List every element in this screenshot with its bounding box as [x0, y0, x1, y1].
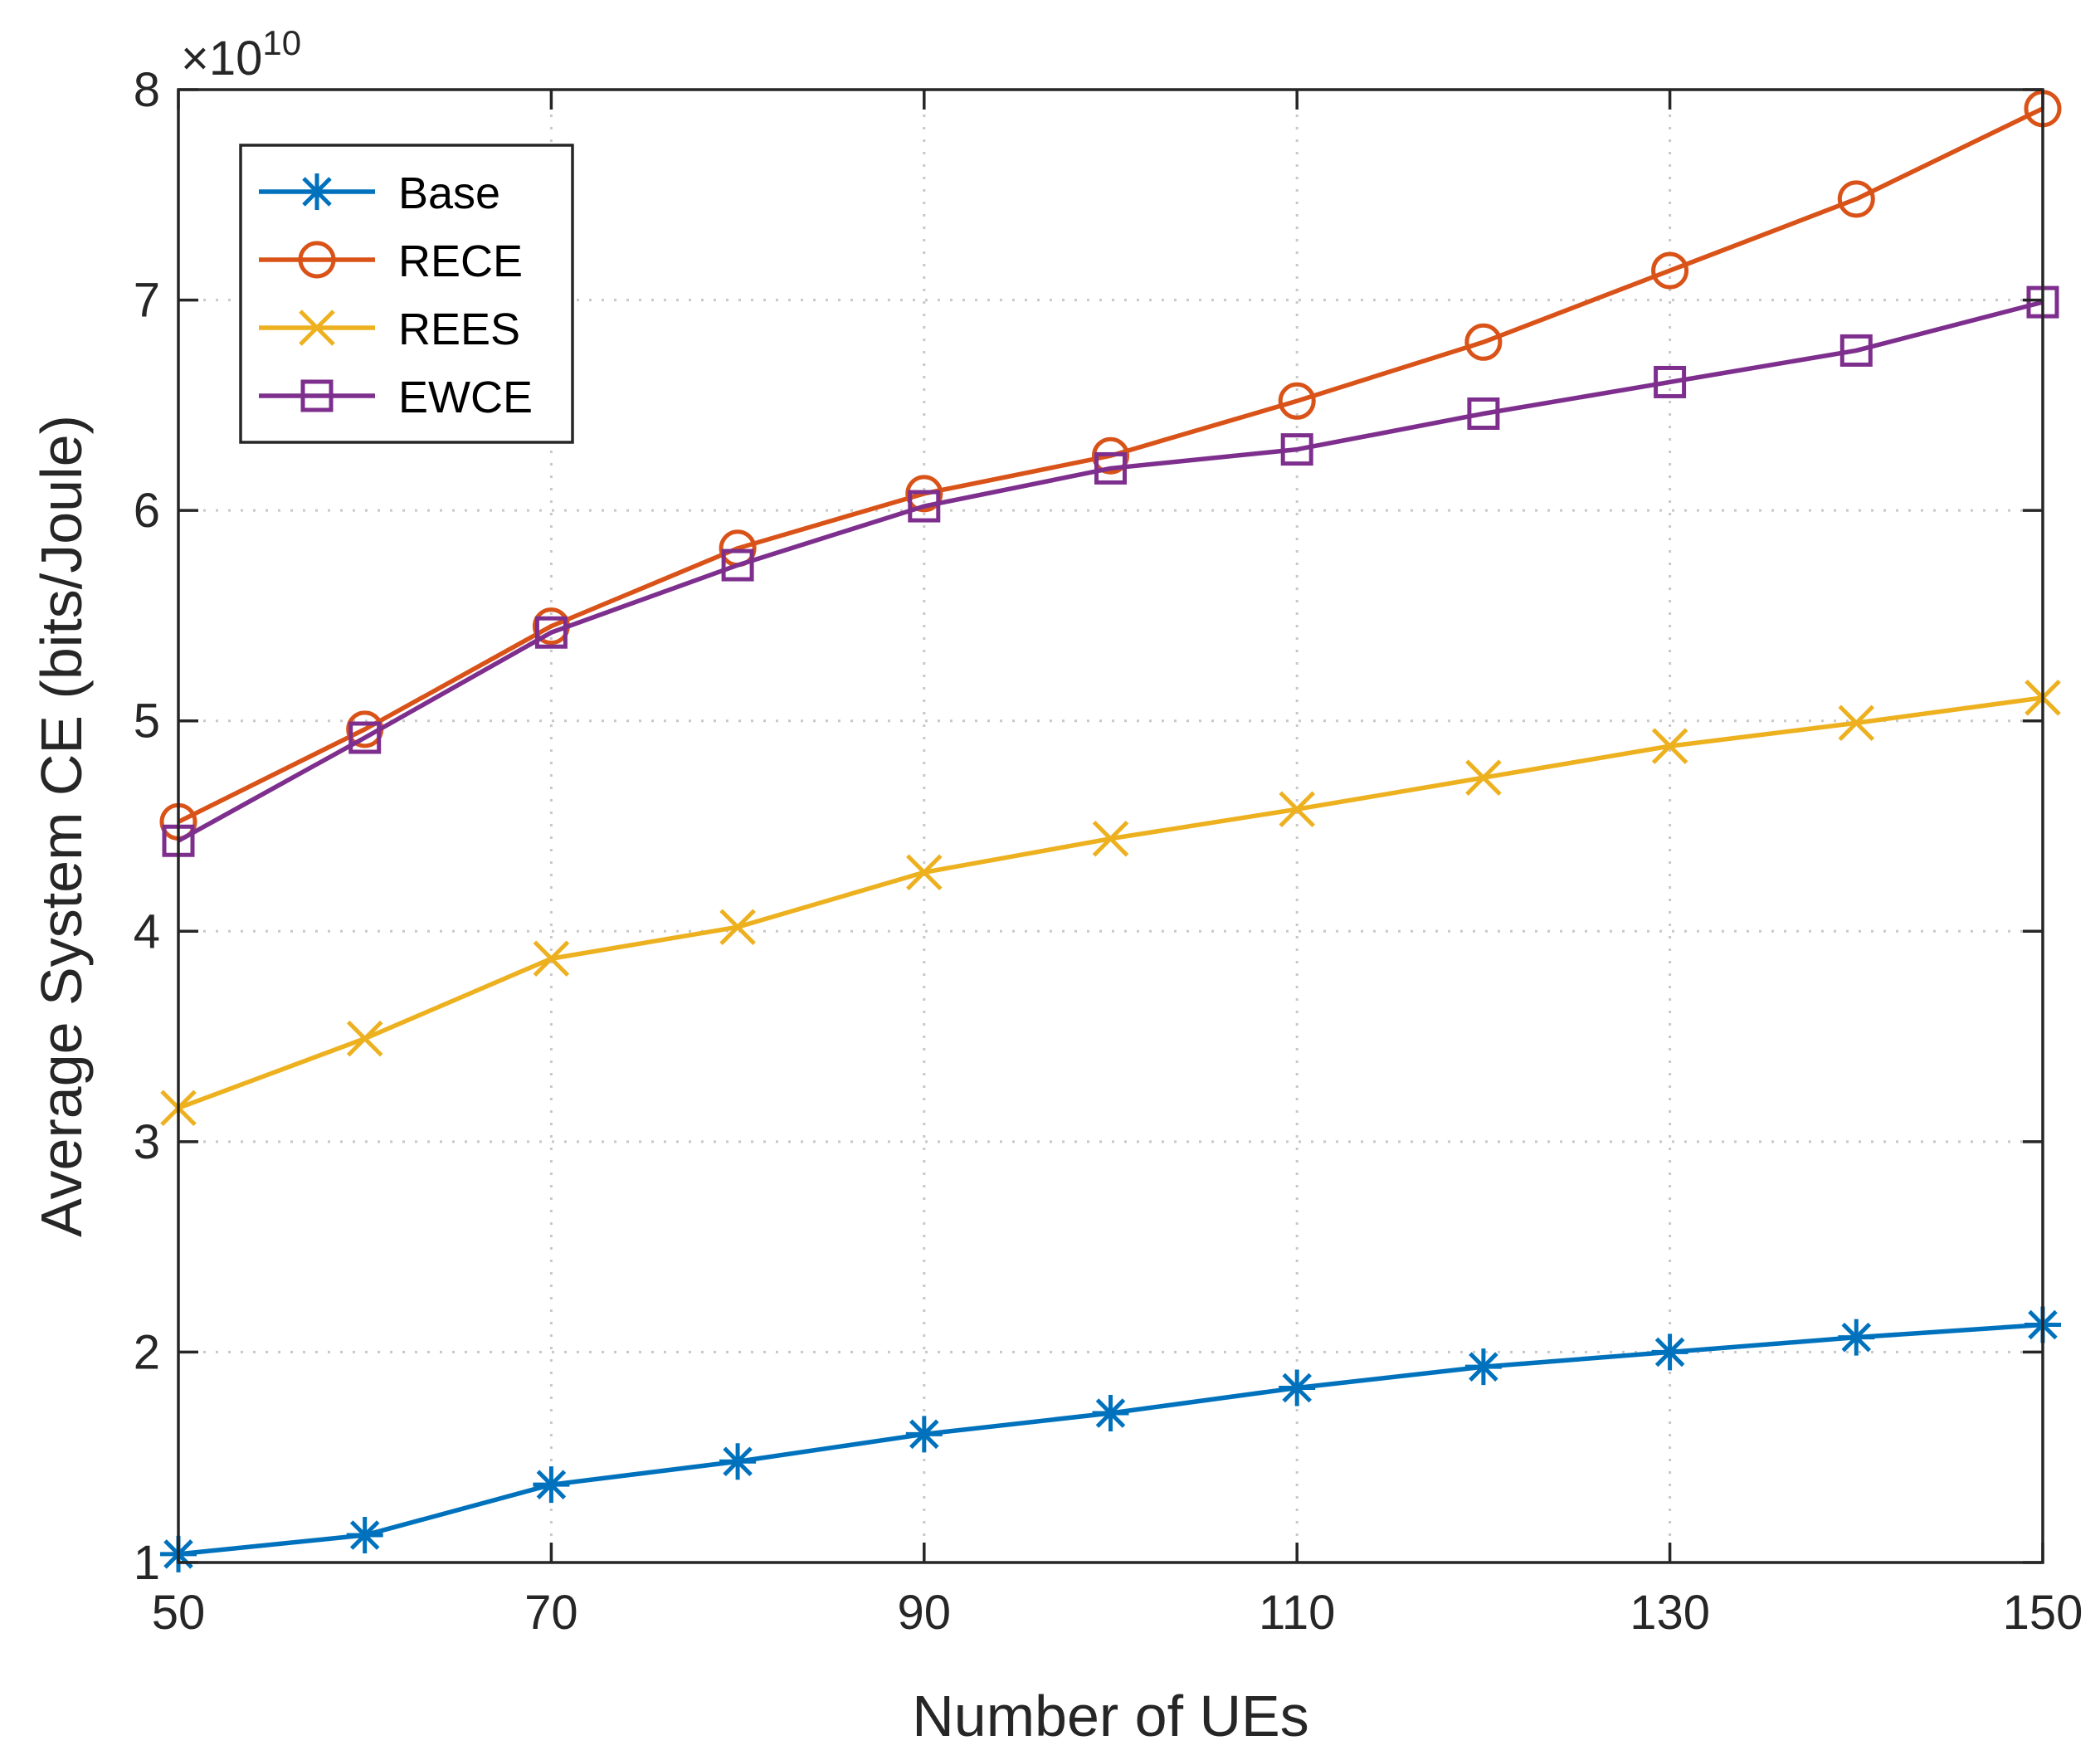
x-tick-label: 50	[152, 1586, 206, 1640]
marker-stroke	[1282, 1372, 1312, 1403]
data-point	[1651, 1333, 1688, 1371]
data-point	[1092, 820, 1129, 857]
data-point	[721, 548, 754, 582]
marker-stroke	[302, 177, 332, 207]
marker-stroke	[909, 1419, 939, 1450]
x-tick-label: 150	[2003, 1586, 2083, 1640]
marker-stroke	[533, 940, 570, 978]
marker-stroke	[1651, 728, 1688, 764]
marker-stroke	[1838, 704, 1875, 742]
marker-stroke	[349, 1520, 380, 1550]
data-point	[1837, 180, 1875, 218]
data-point	[719, 1443, 757, 1480]
data-point	[346, 1517, 383, 1554]
axis-frame	[177, 88, 2044, 1564]
legend-entry-base: Base	[259, 168, 500, 218]
y-tick-label: 6	[134, 484, 160, 538]
legend-marker	[299, 310, 335, 346]
data-point	[1278, 382, 1316, 420]
y-tick-label: 1	[134, 1536, 160, 1590]
y-axis-exponent: ×1010	[181, 23, 301, 85]
marker-stroke	[1841, 1322, 1872, 1353]
y-tick-label: 3	[134, 1115, 160, 1169]
legend-marker	[300, 379, 334, 412]
legend-entry-rees: REES	[259, 305, 520, 354]
data-point	[1467, 397, 1500, 430]
data-point	[1279, 791, 1315, 827]
grid	[178, 90, 2043, 1563]
legend-label: EWCE	[398, 373, 533, 422]
plot-area	[159, 90, 2062, 1572]
data-point	[906, 854, 943, 891]
x-axis-label: Number of UEs	[912, 1684, 1308, 1748]
data-point	[1464, 323, 1503, 361]
series-base	[160, 1306, 2061, 1572]
data-point	[1464, 1348, 1502, 1386]
marker-stroke	[346, 1020, 383, 1057]
legend-marker	[299, 173, 335, 210]
data-point	[1838, 1319, 1875, 1356]
x-tick-label: 70	[524, 1586, 578, 1640]
marker-stroke	[1092, 820, 1129, 857]
data-point	[1092, 436, 1129, 475]
data-point	[1651, 251, 1689, 290]
data-point	[533, 940, 570, 978]
marker-stroke	[906, 854, 943, 891]
data-point	[908, 490, 941, 523]
axes: 50 70 90 110 130 150 1 2 3 4 5 6 7 8	[134, 63, 2083, 1640]
data-point	[1094, 451, 1127, 485]
y-axis-label: Average System CE (bits/Joule)	[29, 415, 94, 1237]
legend-entry-rece: RECE	[259, 236, 523, 286]
legend: Base RECE REES EWCE	[239, 144, 574, 444]
legend-box	[239, 144, 574, 444]
data-point	[534, 616, 568, 649]
marker-stroke	[1654, 1337, 1685, 1368]
data-point	[1654, 365, 1687, 398]
x-tick-label: 90	[898, 1586, 952, 1640]
data-point	[1279, 1369, 1316, 1407]
marker-stroke	[299, 310, 335, 346]
y-tick-label: 7	[134, 274, 160, 328]
data-point	[346, 1020, 383, 1057]
y-tick-label: 5	[134, 695, 160, 748]
x-tick-label: 110	[1259, 1586, 1335, 1640]
y-tick-label: 4	[134, 904, 160, 958]
marker-stroke	[723, 1446, 753, 1477]
data-point	[1280, 433, 1313, 466]
y-tick-label: 2	[134, 1325, 160, 1379]
y-tick-label: 8	[134, 63, 160, 117]
legend-entry-ewce: EWCE	[259, 373, 533, 422]
data-point	[1465, 759, 1502, 796]
marker-stroke	[1465, 759, 1502, 796]
series-line	[177, 300, 2044, 843]
x-tick-label: 130	[1630, 1586, 1710, 1640]
data-point	[905, 475, 943, 513]
marker-stroke	[1095, 1398, 1126, 1428]
exponent-base: ×10	[181, 32, 262, 85]
data-point	[1092, 1394, 1129, 1431]
legend-label: RECE	[398, 236, 523, 286]
data-point	[1838, 704, 1875, 742]
marker-stroke	[719, 909, 756, 945]
exponent-power: 10	[262, 23, 301, 62]
data-point	[348, 721, 382, 754]
marker-stroke	[1279, 791, 1315, 827]
data-point	[905, 1416, 943, 1453]
marker-stroke	[1469, 1352, 1498, 1382]
legend-label: Base	[398, 168, 500, 218]
data-point	[533, 1466, 570, 1504]
legend-marker	[298, 241, 336, 279]
legend-label: REES	[398, 305, 520, 354]
data-point	[719, 909, 756, 945]
data-point	[1651, 728, 1688, 764]
marker-stroke	[536, 1470, 567, 1499]
data-point	[1839, 334, 1873, 367]
